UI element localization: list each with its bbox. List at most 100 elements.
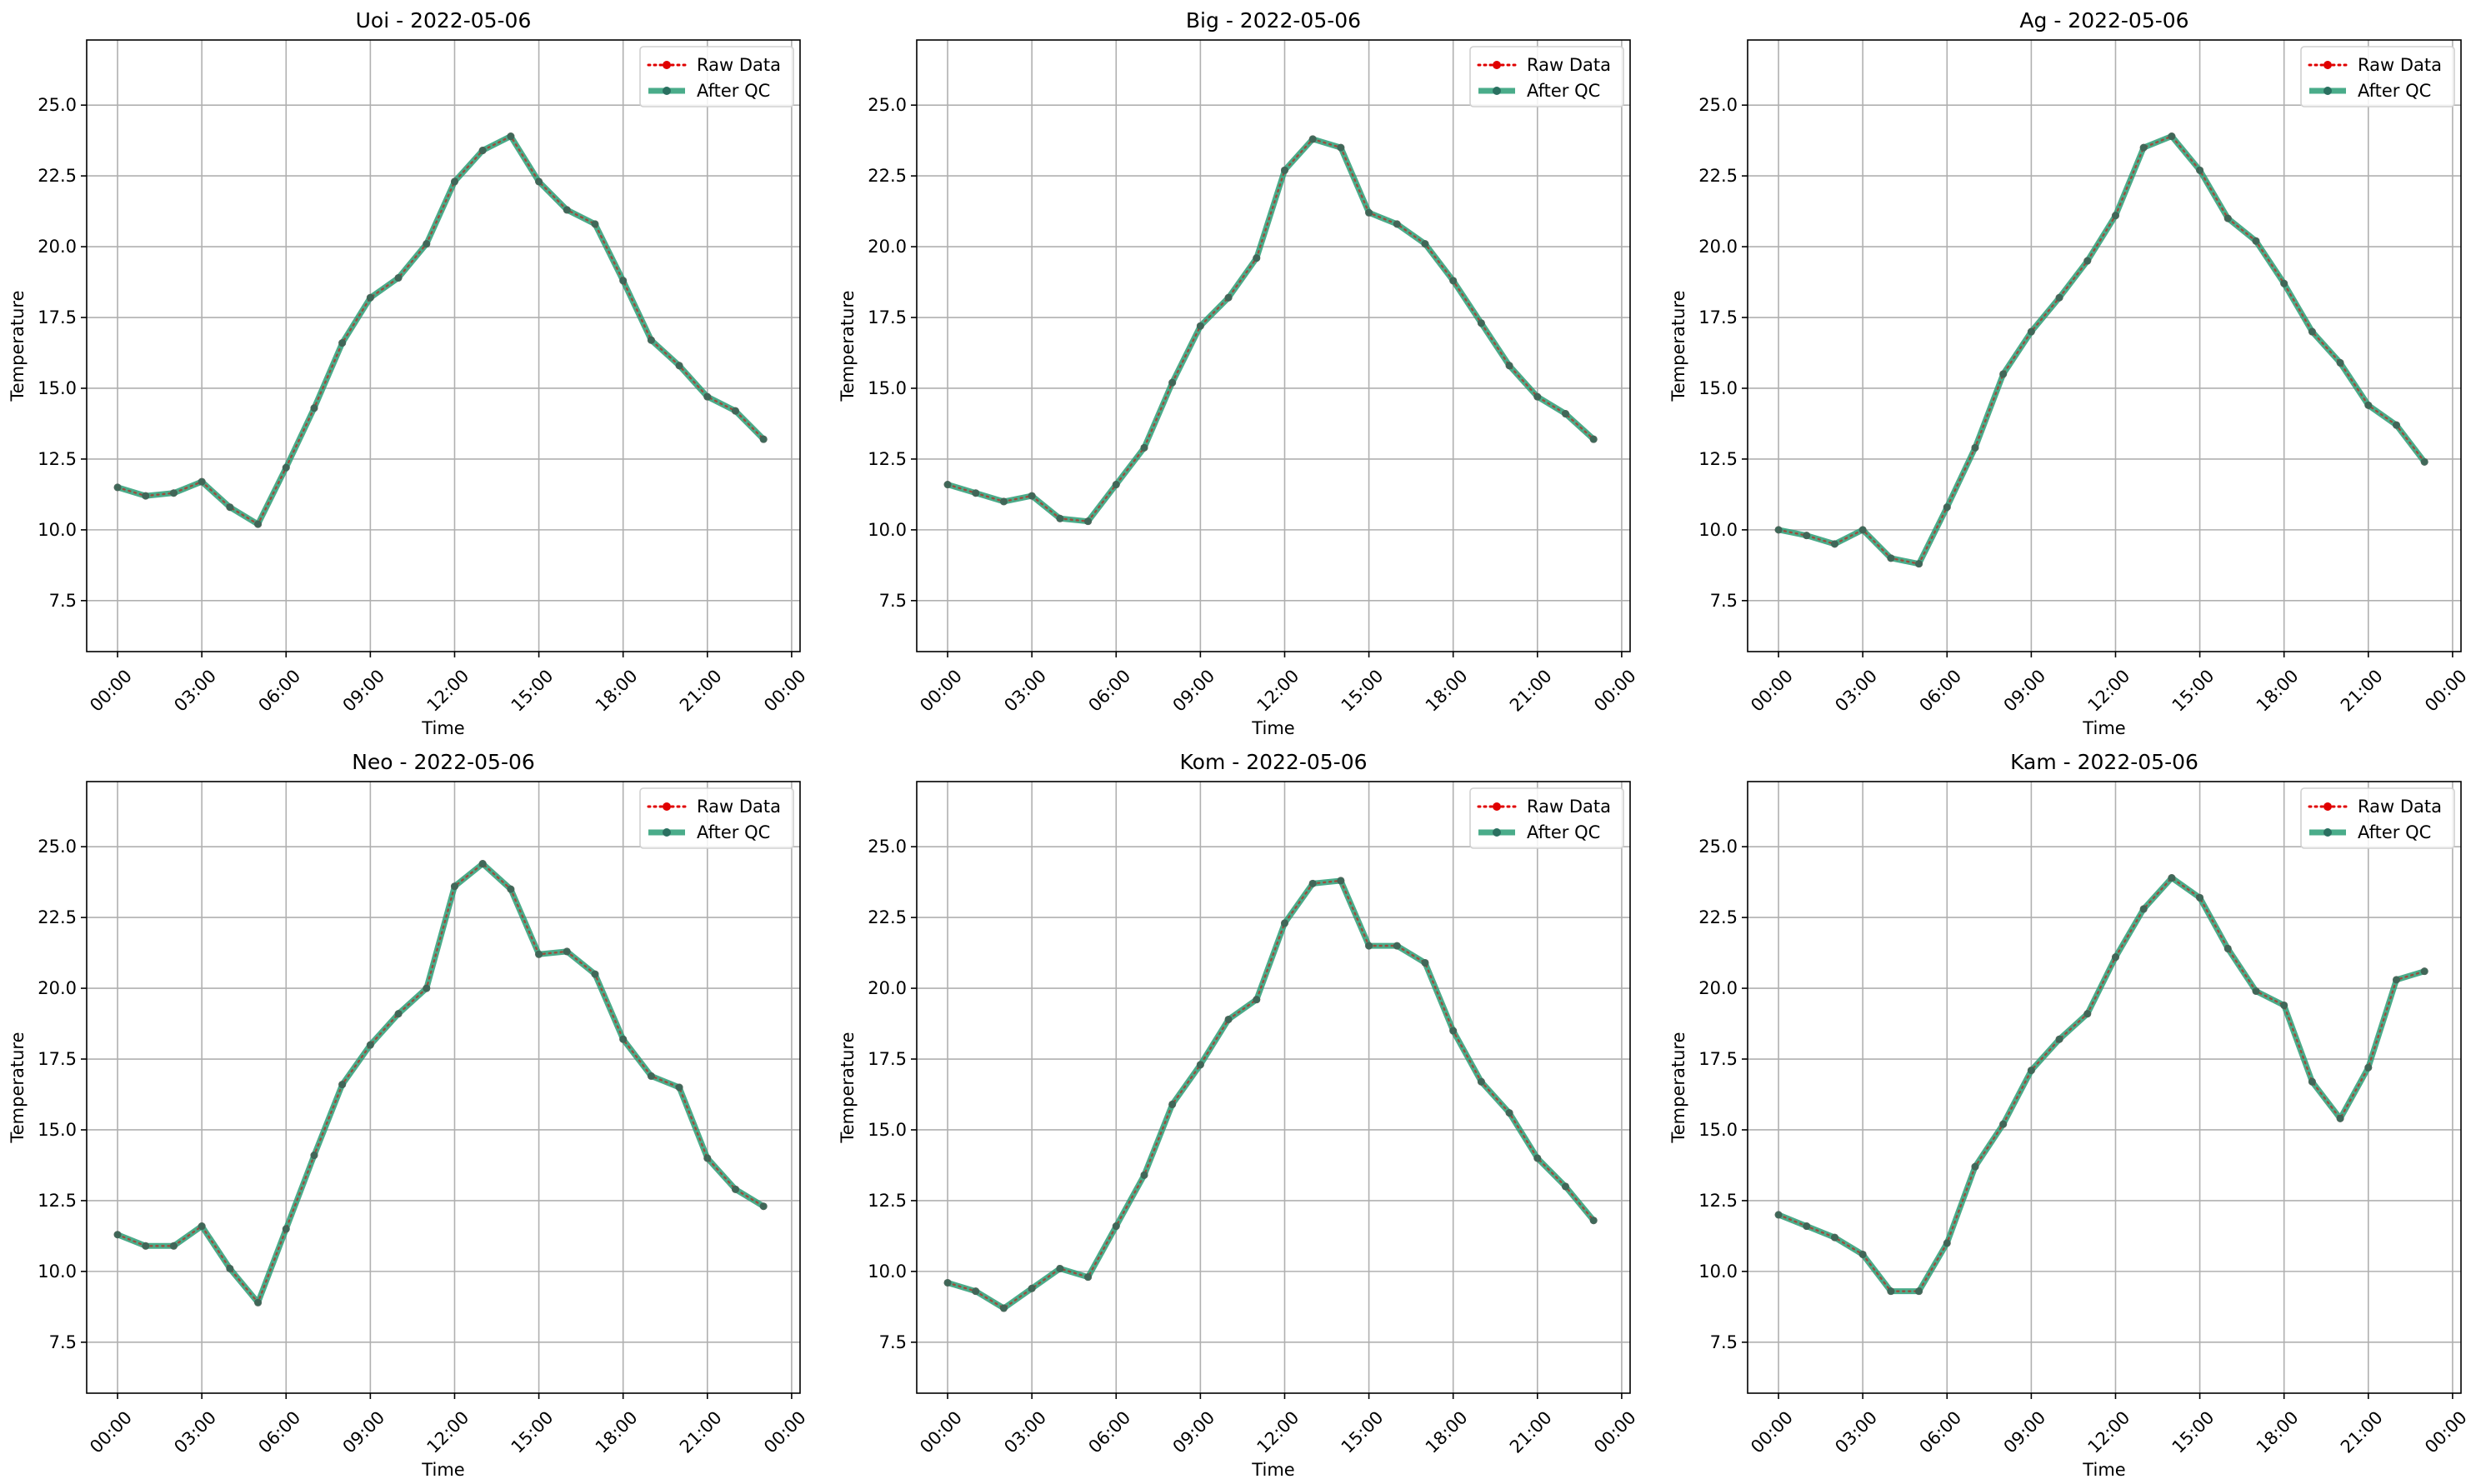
after-qc-data-point [1421,240,1429,248]
y-tick-label: 22.5 [868,907,907,927]
after-qc-data-point [972,489,980,497]
after-qc-data-point [1168,378,1177,387]
after-qc-data-point [2139,905,2148,913]
x-tick-label: 03:00 [1831,666,1881,716]
legend: Raw Data After QC [2300,46,2455,107]
x-axis-label: Time [2082,1460,2125,1480]
after-qc-data-point [2280,279,2288,287]
after-qc-data-point [1803,1222,1811,1231]
after-qc-data-point [2252,987,2260,995]
legend-marker-raw-data [1493,61,1501,69]
after-qc-data-point [366,293,374,302]
x-tick-label: 09:00 [339,666,389,716]
x-tick-label: 00:00 [1590,1407,1640,1457]
y-tick-label: 10.0 [1698,520,1738,540]
x-tick-label: 15:00 [2168,666,2218,716]
axes-frame [86,39,801,652]
after-qc-data-point [1365,942,1373,950]
after-qc-data-point [478,147,487,155]
after-qc-data-point [1028,492,1036,500]
y-tick-label: 17.5 [1698,307,1738,327]
after-qc-data-point [1140,443,1148,452]
after-qc-data-point [226,503,234,512]
y-tick-label: 10.0 [38,1262,77,1282]
after-qc-data-point [450,177,458,186]
legend: Raw Data After QC [1469,787,1624,849]
y-tick-label: 12.5 [38,449,77,469]
after-qc-data-point [1774,1211,1783,1219]
after-qc-data-point [507,132,515,141]
legend-marker-after-qc [2323,828,2332,837]
legend-marker-raw-data [663,61,671,69]
after-qc-data-point [282,1225,290,1233]
after-qc-data-point [2392,421,2400,429]
after-qc-data-point [2083,1010,2092,1018]
legend-label-after-qc: After QC [697,81,770,101]
y-tick-label: 22.5 [38,166,77,186]
after-qc-data-point [619,1035,628,1043]
y-tick-label: 10.0 [868,1262,907,1282]
axes-frame [916,39,1631,652]
after-qc-data-point [2055,1035,2063,1043]
y-tick-label: 22.5 [1698,907,1738,927]
after-qc-data-point [1196,322,1204,330]
y-tick-label: 25.0 [1698,837,1738,857]
x-tick-label: 12:00 [1253,666,1303,716]
x-tick-label: 09:00 [2000,666,2050,716]
after-qc-data-point [2111,953,2119,962]
x-axis-label: Time [421,1460,464,1480]
after-qc-data-point [2336,358,2344,367]
axes-frame [1747,39,2462,652]
series-line-raw-data [946,879,1595,1310]
after-qc-data-point [198,1222,206,1231]
series-line-after-qc [944,877,1597,1312]
after-qc-data-point [1561,410,1569,418]
after-qc-data-point [675,1083,683,1092]
after-qc-data-point [1308,879,1317,887]
x-tick-label: 18:00 [2253,1407,2303,1457]
after-qc-data-point [2364,401,2373,409]
after-qc-data-point [647,336,655,344]
after-qc-data-point [1858,526,1867,534]
y-axis-label: Temperature [8,290,28,402]
y-tick-label: 7.5 [1710,591,1738,611]
x-tick-label: 06:00 [1084,1407,1134,1457]
x-tick-label: 06:00 [254,666,304,716]
x-tick-label: 21:00 [1506,1407,1556,1457]
x-tick-label: 00:00 [760,666,810,716]
x-tick-label: 00:00 [760,1407,810,1457]
legend-label-raw-data: Raw Data [697,797,781,817]
x-tick-label: 03:00 [1000,1407,1050,1457]
after-qc-data-point [2308,327,2316,336]
y-tick-label: 15.0 [868,378,907,398]
after-qc-data-point [282,463,290,472]
after-qc-data-point [591,970,599,978]
after-qc-data-point [2420,967,2428,976]
legend-marker-after-qc [1493,87,1501,95]
after-qc-data-point [226,1264,234,1272]
after-qc-data-point [1887,1287,1895,1296]
after-qc-data-point [1477,319,1485,327]
x-tick-label: 00:00 [86,1407,136,1457]
y-tick-label: 17.5 [38,307,77,327]
series-line-raw-data [116,862,765,1305]
y-axis-label: Temperature [838,290,858,402]
y-tick-label: 15.0 [868,1120,907,1140]
after-qc-data-point [2055,293,2063,302]
x-tick-label: 09:00 [1169,666,1219,716]
after-qc-data-point [1112,1222,1120,1231]
y-tick-label: 12.5 [868,1191,907,1211]
legend-label-raw-data: Raw Data [2358,55,2442,75]
after-qc-data-point [450,882,458,891]
legend: Raw Data After QC [639,787,794,849]
x-tick-label: 06:00 [1915,666,1965,716]
x-tick-label: 21:00 [2337,1407,2387,1457]
y-tick-label: 20.0 [868,237,907,257]
legend: Raw Data After QC [2300,787,2455,849]
after-qc-data-point [1253,996,1261,1004]
axes-frame [916,781,1631,1394]
after-qc-data-point [1056,514,1064,522]
after-qc-data-point [2420,457,2428,466]
x-tick-label: 21:00 [676,666,726,716]
